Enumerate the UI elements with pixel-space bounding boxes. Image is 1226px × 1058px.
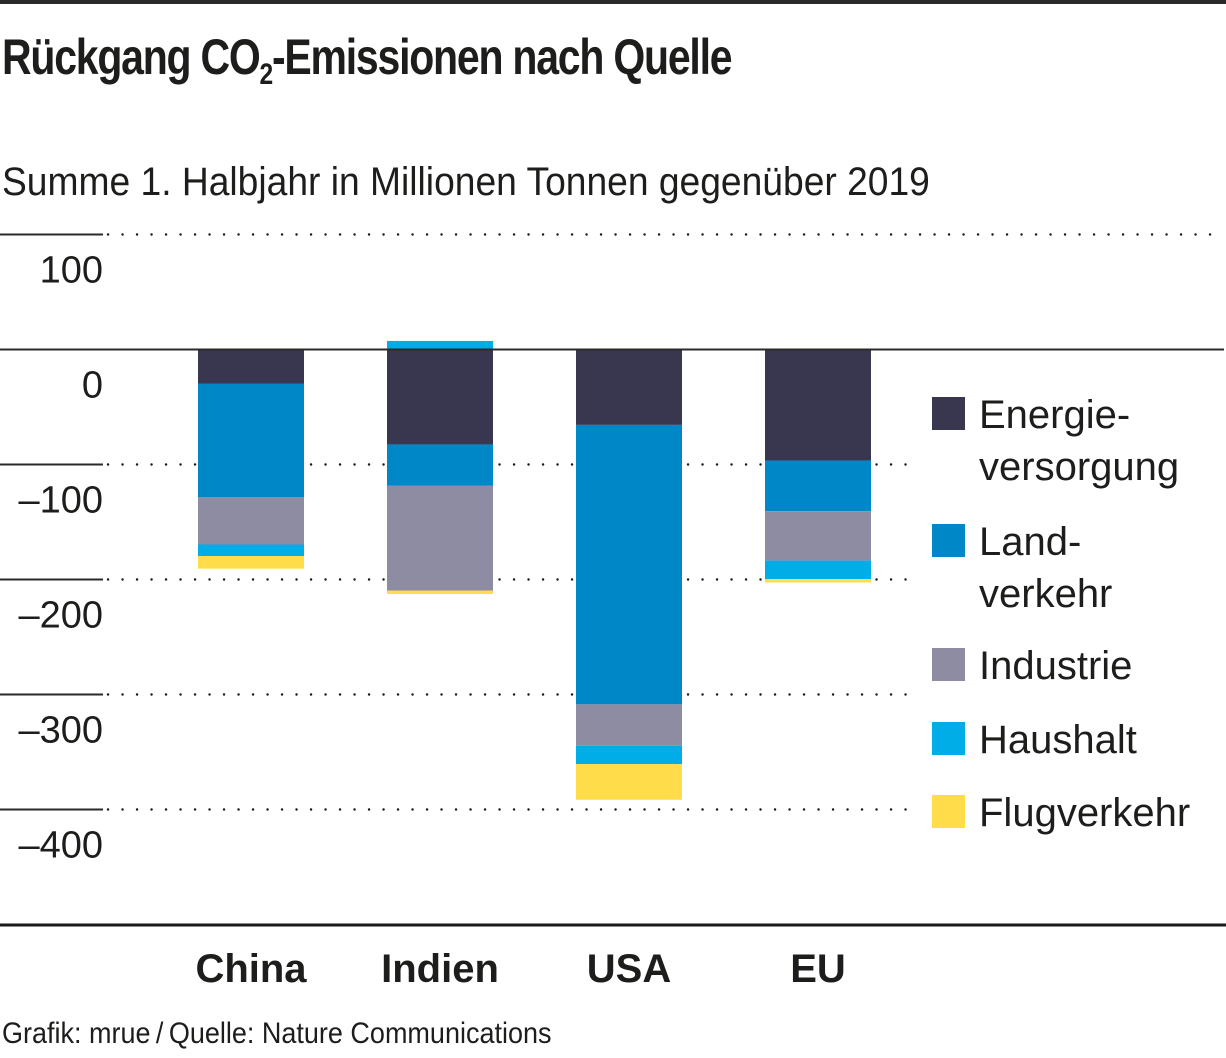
x-tick-label: USA — [587, 947, 671, 991]
bar-segment-china-industrie — [198, 497, 304, 545]
legend-item-haushalt: Haushalt — [932, 718, 1137, 762]
bar-segment-china-haushalt — [198, 544, 304, 556]
bar-segment-eu-industrie — [765, 511, 871, 561]
y-tick-label: –400 — [18, 825, 103, 867]
legend-label: Haushalt — [979, 718, 1137, 762]
legend-item-landverkehr: Land-verkehr — [932, 520, 1112, 616]
bar-segment-indien-flugverkehr — [387, 590, 493, 594]
bar-segment-eu-haushalt — [765, 560, 871, 579]
bar-segment-usa-landverkehr — [576, 424, 682, 705]
legend: Energie-versorgung Land-verkehr Industrie H… — [932, 393, 1190, 835]
legend-label: Industrie — [979, 644, 1132, 688]
bar-segment-indien-landverkehr — [387, 444, 493, 486]
legend-swatch — [932, 795, 965, 828]
legend-label: Land- — [979, 520, 1081, 564]
legend-swatch — [932, 648, 965, 681]
y-tick-label: –300 — [18, 710, 103, 752]
legend-item-flugverkehr: Flugverkehr — [932, 791, 1190, 835]
bar-segment-usa-haushalt — [576, 745, 682, 765]
legend-swatch — [932, 722, 965, 755]
bar-segment-eu-flugverkehr — [765, 579, 871, 583]
title-part-1: Rückgang CO — [2, 29, 261, 85]
chart-area: 100 0 –100 –200 –300 –400 China Indien USA EU En… — [0, 233, 1226, 991]
y-axis: 100 0 –100 –200 –300 –400 — [18, 250, 103, 867]
title-part-2: -Emissionen nach Quelle — [272, 29, 733, 85]
legend-label: Flugverkehr — [979, 791, 1190, 835]
legend-swatch — [932, 524, 965, 557]
title-subscript: 2 — [259, 58, 274, 91]
bar-segment-indien-energieversorgung — [387, 349, 493, 445]
chart-subtitle: Summe 1. Halbjahr in Millionen Tonnen ge… — [2, 160, 930, 204]
bar-segment-usa-industrie — [576, 704, 682, 746]
bar-segment-china-landverkehr — [198, 383, 304, 498]
bar-segment-indien-haushalt — [387, 340, 493, 349]
legend-label: verkehr — [979, 572, 1112, 616]
bar-segment-indien-industrie — [387, 485, 493, 591]
bar-segment-china-flugverkehr — [198, 556, 304, 569]
bar-segment-eu-landverkehr — [765, 460, 871, 512]
bar-segment-eu-energieversorgung — [765, 349, 871, 461]
bars — [0, 340, 1224, 800]
x-tick-label: Indien — [381, 947, 499, 991]
legend-label: versorgung — [979, 445, 1179, 489]
bar-segment-usa-energieversorgung — [576, 349, 682, 425]
y-tick-label: –100 — [18, 480, 103, 522]
legend-item-industrie: Industrie — [932, 644, 1132, 688]
y-tick-label: 100 — [40, 250, 103, 292]
bar-segment-usa-flugverkehr — [576, 764, 682, 800]
x-tick-label: China — [195, 947, 307, 991]
chart-title: Rückgang CO2-Emissionen nach Quelle — [2, 28, 733, 92]
legend-swatch — [932, 397, 965, 430]
top-rule — [0, 0, 1226, 4]
legend-label: Energie- — [979, 393, 1130, 437]
x-axis: China Indien USA EU — [195, 947, 845, 991]
x-tick-label: EU — [790, 947, 846, 991]
y-tick-label: 0 — [82, 365, 103, 407]
y-tick-label: –200 — [18, 595, 103, 637]
bar-segment-china-energieversorgung — [198, 349, 304, 384]
source-credit: Grafik: mrue / Quelle: Nature Communicat… — [2, 1017, 552, 1050]
legend-item-energieversorgung: Energie-versorgung — [932, 393, 1179, 489]
